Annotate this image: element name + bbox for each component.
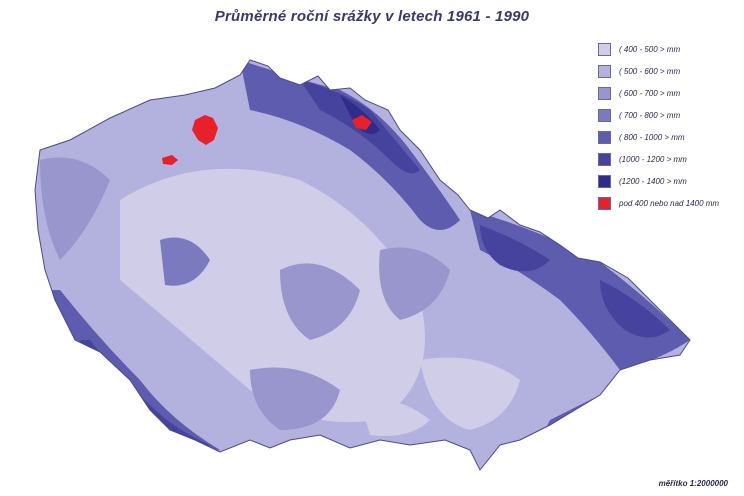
- legend-swatch: [598, 42, 611, 56]
- legend-item: ( 700 - 800 > mm: [598, 104, 742, 126]
- legend-swatch: [598, 86, 611, 100]
- legend-swatch: [598, 130, 611, 144]
- legend-item: pod 400 nebo nad 1400 mm: [598, 192, 742, 214]
- legend-item: ( 800 - 1000 > mm: [598, 126, 742, 148]
- legend-swatch: [598, 174, 611, 188]
- zone-extreme: [352, 115, 372, 130]
- zone-600-700: [40, 157, 110, 260]
- zone-extreme: [162, 155, 178, 165]
- legend-label: ( 700 - 800 > mm: [619, 110, 681, 120]
- legend-item: ( 400 - 500 > mm: [598, 38, 742, 60]
- zone-600-700: [280, 263, 360, 340]
- legend-label: (1000 - 1200 > mm: [619, 154, 687, 164]
- zone-800-1000: [240, 60, 460, 230]
- zone-400-500: [360, 399, 430, 436]
- scale-label: měřítko 1:2000000: [658, 479, 728, 488]
- legend-item: ( 600 - 700 > mm: [598, 82, 742, 104]
- legend-item: (1000 - 1200 > mm: [598, 148, 742, 170]
- legend: ( 400 - 500 > mm ( 500 - 600 > mm ( 600 …: [598, 38, 742, 214]
- map-title: Průměrné roční srážky v letech 1961 - 19…: [214, 8, 530, 25]
- zone-700-800: [160, 237, 210, 286]
- legend-label: pod 400 nebo nad 1400 mm: [619, 198, 720, 208]
- zone-400-500: [420, 357, 520, 430]
- legend-label: (1200 - 1400 > mm: [619, 176, 687, 186]
- legend-item: (1200 - 1400 > mm: [598, 170, 742, 192]
- legend-swatch: [598, 152, 611, 166]
- zone-1000-1200: [600, 280, 670, 338]
- legend-label: ( 500 - 600 > mm: [619, 66, 681, 76]
- zone-1000-1200: [480, 225, 550, 272]
- legend-swatch: [598, 108, 611, 122]
- legend-swatch: [598, 196, 611, 210]
- legend-swatch: [598, 64, 611, 78]
- zone-600-700: [250, 367, 340, 430]
- legend-label: ( 400 - 500 > mm: [619, 44, 681, 54]
- legend-label: ( 600 - 700 > mm: [619, 88, 681, 98]
- legend-item: ( 500 - 600 > mm: [598, 60, 742, 82]
- zone-600-700: [379, 247, 450, 320]
- legend-label: ( 800 - 1000 > mm: [619, 132, 685, 142]
- zone-400-500: [120, 168, 425, 422]
- zone-extreme: [192, 115, 218, 145]
